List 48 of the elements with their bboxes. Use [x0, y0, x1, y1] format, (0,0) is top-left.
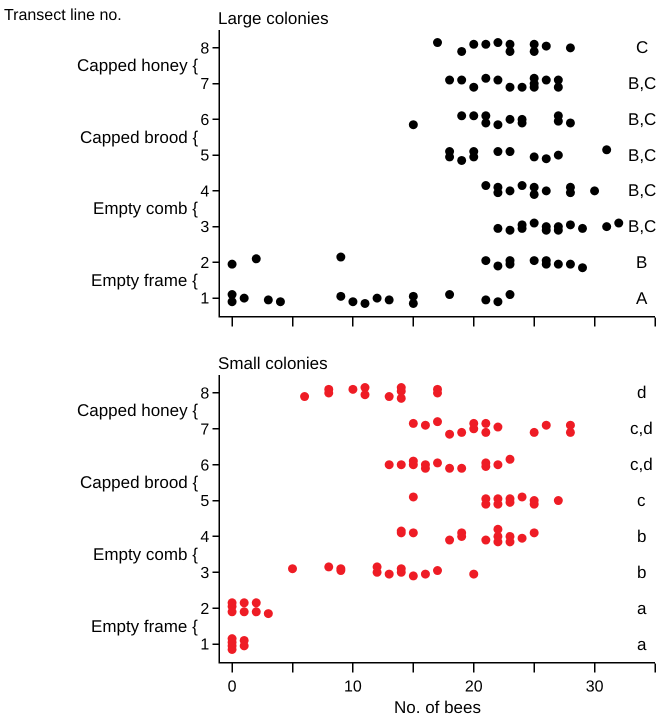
chart-title: Large colonies [218, 9, 329, 28]
y-tick-label: 2 [200, 254, 210, 272]
annotation: c [637, 491, 646, 510]
y-tick-label: 3 [200, 219, 210, 236]
y-tick-label: 3 [200, 564, 210, 582]
text: Capped honey { [77, 401, 198, 420]
text: Empty comb { [93, 545, 198, 564]
y-tick-label: 8 [200, 40, 210, 58]
chart-title: Small colonies [218, 354, 328, 373]
text: Empty comb { [93, 199, 198, 218]
y-tick-label: 8 [200, 386, 210, 403]
text: Empty frame { [91, 271, 198, 290]
annotation: B,C [628, 146, 656, 165]
y-tick-label: 7 [200, 76, 210, 94]
annotation: a [637, 635, 647, 654]
annotation: c,d [630, 455, 653, 474]
y-tick-label: 4 [200, 529, 210, 546]
y-tick-label: 7 [200, 421, 210, 438]
y-tick-label: 1 [200, 636, 210, 654]
annotation: B,C [628, 110, 656, 129]
x-tick-label: 0 [228, 678, 237, 696]
text: Capped honey { [77, 56, 198, 75]
annotation: c,d [630, 419, 653, 438]
annotation: d [637, 383, 646, 402]
annotation: B [636, 253, 648, 272]
annotation: B,C [628, 181, 656, 200]
annotation: b [637, 527, 646, 546]
y-tick-label: 4 [200, 183, 210, 200]
annotation: C [636, 38, 648, 57]
text: Capped brood { [80, 473, 198, 492]
annotation: B,C [628, 217, 656, 236]
y-tick-label: 5 [200, 493, 210, 510]
annotation: b [637, 563, 646, 582]
x-axis-title: No. of bees [394, 698, 481, 717]
annotation: B,C [628, 74, 656, 93]
y-tick-label: 6 [200, 457, 210, 474]
x-tick-label: 30 [586, 678, 604, 696]
text: Capped brood { [80, 128, 198, 147]
y-axis-title: Transect line no. [4, 7, 122, 24]
annotation: a [637, 599, 647, 618]
text: Empty frame { [91, 617, 198, 636]
x-tick-label: 10 [344, 678, 362, 696]
y-tick-label: 2 [200, 600, 210, 618]
x-tick-label: 20 [464, 678, 483, 696]
annotation: A [636, 289, 648, 308]
y-tick-label: 1 [200, 290, 210, 308]
y-tick-label: 6 [200, 112, 210, 129]
y-tick-label: 5 [200, 148, 210, 165]
